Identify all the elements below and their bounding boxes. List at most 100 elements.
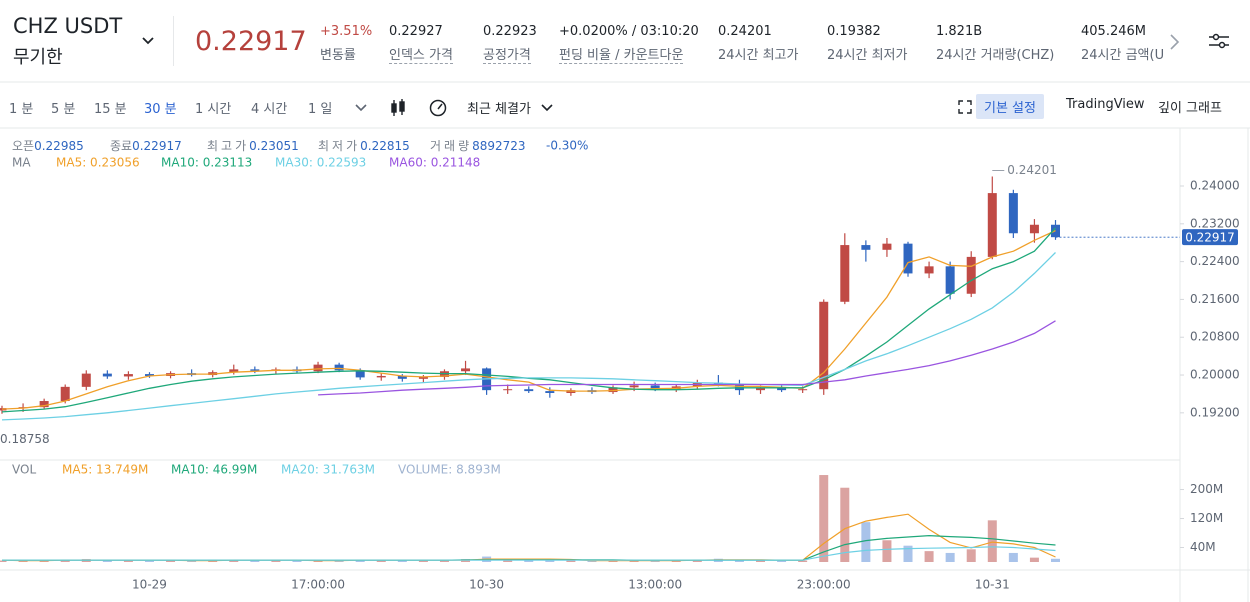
vol-ma-legend: MA10: 46.99M <box>171 463 257 477</box>
ohlc-legend-label: 최저가 <box>318 139 360 153</box>
interval-button[interactable]: 5 분 <box>51 102 76 117</box>
stat-label: 24시간 최고가 <box>718 48 799 63</box>
candle-body <box>461 368 471 372</box>
price-change-label: 변동률 <box>320 48 356 63</box>
volume-legend: VOLUME: 8.893M <box>398 463 501 477</box>
candle-body <box>945 266 955 294</box>
ohlc-legend: 종료0.22917 <box>110 139 182 153</box>
ma-line <box>318 320 1056 396</box>
contract: 무기한 <box>13 47 63 68</box>
candle-body <box>756 388 766 391</box>
volume-bar <box>229 560 239 562</box>
view-button[interactable]: 기본 설정 <box>976 94 1044 119</box>
y-tick-label: 0.22400 <box>1190 254 1240 268</box>
interval-button[interactable]: 15 분 <box>94 102 127 117</box>
volume-bar <box>650 560 660 562</box>
ohlc-legend-value: 0.22917 <box>132 139 182 153</box>
ma-legend: MA30: 0.22593 <box>275 156 366 170</box>
volume-bar <box>966 549 976 562</box>
interval-button[interactable]: 4 시간 <box>251 102 288 117</box>
vol-y-tick-label: 200M <box>1190 482 1223 496</box>
volume-bar <box>376 560 386 562</box>
candle-body <box>524 389 534 392</box>
candle-body <box>840 245 850 302</box>
view-button[interactable]: TradingView <box>1066 97 1145 112</box>
candle-body <box>123 374 133 377</box>
y-tick-label: 0.20000 <box>1190 368 1240 382</box>
candle-body <box>313 364 323 372</box>
ohlc-legend: 거래량8892723 <box>430 139 526 153</box>
x-tick-label: 10-29 <box>132 578 167 592</box>
interval-dropdown[interactable] <box>355 103 367 113</box>
chart-type-icon[interactable] <box>390 98 406 118</box>
indicator-icon[interactable] <box>428 99 448 117</box>
divider <box>173 16 174 66</box>
ma-legend: MA10: 0.23113 <box>161 156 252 170</box>
interval-button[interactable]: 1 일 <box>308 102 333 117</box>
symbol: CHZ USDT <box>13 14 123 38</box>
volume-bar <box>819 475 829 562</box>
volume-bar <box>987 520 997 562</box>
price-type[interactable]: 최근 체결가 <box>467 102 531 117</box>
candle-body <box>1008 193 1018 234</box>
volume-bar <box>587 560 597 562</box>
interval-button[interactable]: 1 시간 <box>195 102 232 117</box>
candle-body <box>819 301 829 390</box>
interval-button[interactable]: 30 분 <box>144 102 177 117</box>
ohlc-legend-value: 0.23051 <box>249 139 299 153</box>
vol-ma-legend: MA20: 31.763M <box>281 463 375 477</box>
volume-bar <box>692 559 702 562</box>
vol-legend-title: VOL <box>12 463 36 477</box>
ma-line <box>1 227 1056 413</box>
candle-body <box>650 385 660 390</box>
ohlc-legend-label: 최고가 <box>207 139 249 153</box>
stat-label: 24시간 최저가 <box>827 48 908 63</box>
y-tick-label: 0.23200 <box>1190 216 1240 230</box>
volume-bar <box>756 560 766 562</box>
volume-bar <box>313 560 323 562</box>
candle-body <box>798 389 808 391</box>
ohlc-legend-value: 0.22815 <box>360 139 410 153</box>
symbol-dropdown[interactable] <box>142 36 154 46</box>
volume-bar <box>545 560 555 562</box>
candle-body <box>81 373 91 387</box>
volume-bar <box>418 560 428 562</box>
volume-bar <box>861 522 871 562</box>
candle-body <box>60 386 70 402</box>
change-legend: -0.30% <box>546 139 588 153</box>
stat-value: 0.22927 <box>389 24 443 39</box>
ohlc-legend-label: 오픈 <box>12 139 34 153</box>
volume-bar <box>250 560 260 562</box>
view-button[interactable]: 깊이 그래프 <box>1158 101 1222 116</box>
fullscreen-icon[interactable] <box>958 100 972 114</box>
volume-bar <box>777 560 787 562</box>
candle-body <box>102 373 112 377</box>
candle-body <box>39 401 49 408</box>
price-type-dropdown[interactable] <box>541 103 553 113</box>
interval-button[interactable]: 1 분 <box>9 102 34 117</box>
volume-bar <box>524 560 534 562</box>
volume-bar <box>503 559 513 562</box>
ohlc-legend: 최저가0.22815 <box>318 139 410 153</box>
ma-legend: MA60: 0.21148 <box>389 156 480 170</box>
ohlc-legend-value: 8892723 <box>472 139 525 153</box>
candle-body <box>861 245 871 250</box>
candle-body <box>987 193 997 257</box>
ma-legend: MA5: 0.23056 <box>56 156 140 170</box>
volume-bar <box>566 560 576 562</box>
ma-line <box>1 252 1056 421</box>
volume-bar <box>187 560 197 562</box>
volume-bar <box>1008 552 1018 562</box>
settings-icon[interactable] <box>1208 31 1230 51</box>
volume-bar <box>924 551 934 562</box>
y-tick-label: 0.20800 <box>1190 330 1240 344</box>
vol-ma-line <box>2 546 1056 561</box>
scroll-right[interactable] <box>1168 34 1180 50</box>
volume-bar <box>798 560 808 562</box>
candle-body <box>545 391 555 393</box>
y-tick-label: 0.21600 <box>1190 292 1240 306</box>
x-tick-label: 13:00:00 <box>628 578 682 592</box>
ma-line <box>1 230 1056 410</box>
volume-bar <box>945 552 955 562</box>
